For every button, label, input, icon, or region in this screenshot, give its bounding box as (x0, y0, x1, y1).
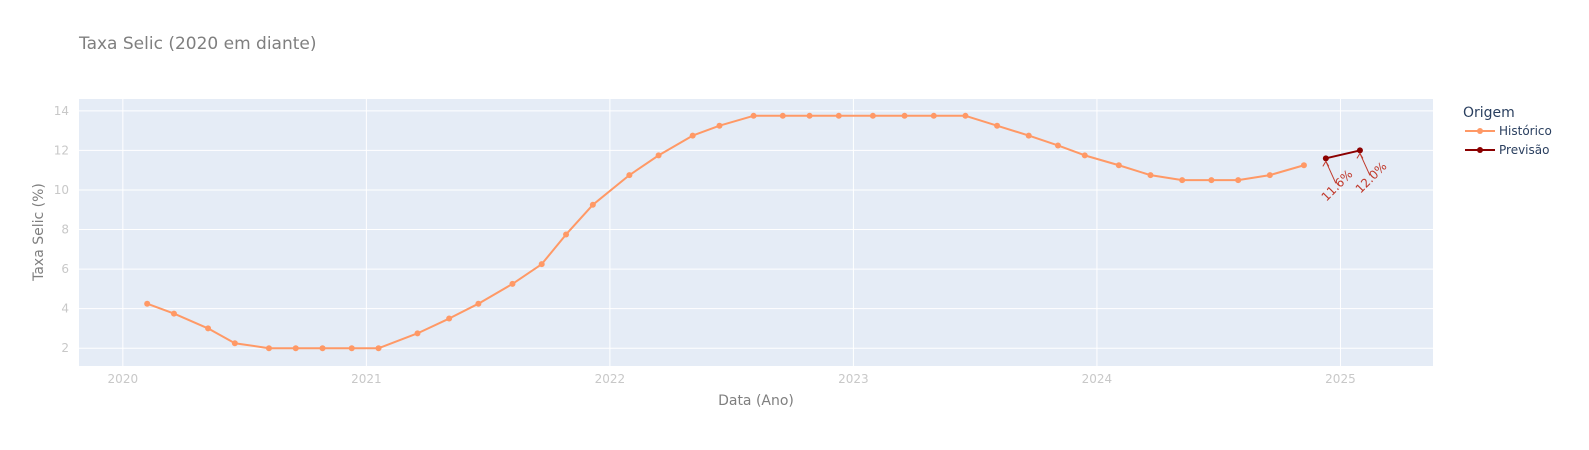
data-point[interactable] (375, 345, 382, 352)
data-point[interactable] (1025, 132, 1032, 139)
data-point[interactable] (1081, 152, 1088, 159)
data-point[interactable] (930, 112, 937, 119)
data-point[interactable] (1115, 162, 1122, 169)
chart-title: Taxa Selic (2020 em diante) (78, 34, 317, 54)
series-line-previsao (1325, 149, 1361, 160)
data-point[interactable] (509, 280, 516, 287)
series-layer (144, 112, 1363, 352)
data-point[interactable] (779, 112, 786, 119)
data-point[interactable] (1300, 162, 1307, 169)
data-point[interactable] (689, 132, 696, 139)
data-point[interactable] (1235, 177, 1242, 184)
y-axis-label: Taxa Selic (%) (31, 183, 47, 282)
y-tick-label: 10 (54, 183, 69, 197)
legend-title: Origem (1463, 105, 1515, 121)
y-tick-label: 4 (61, 302, 69, 316)
data-point[interactable] (994, 122, 1001, 129)
data-point[interactable] (835, 112, 842, 119)
data-point[interactable] (1208, 177, 1215, 184)
data-point[interactable] (144, 300, 151, 307)
legend-item-historico[interactable]: Histórico (1465, 124, 1552, 138)
data-point[interactable] (170, 310, 177, 317)
data-point[interactable] (869, 112, 876, 119)
data-point[interactable] (901, 112, 908, 119)
x-tick-label: 2022 (595, 372, 626, 386)
data-point[interactable] (319, 345, 326, 352)
data-point[interactable] (1356, 147, 1363, 154)
arrowhead-icon (1356, 152, 1364, 159)
data-point[interactable] (475, 300, 482, 307)
legend-marker-icon (1477, 147, 1483, 153)
y-tick-label: 2 (61, 341, 69, 355)
data-point[interactable] (1054, 142, 1061, 149)
x-tick-label: 2024 (1082, 372, 1113, 386)
data-point[interactable] (1322, 155, 1329, 162)
data-point[interactable] (231, 340, 238, 347)
y-tick-label: 14 (54, 104, 69, 118)
legend-item-previsao[interactable]: Previsão (1465, 143, 1549, 157)
legend-label-previsao: Previsão (1499, 143, 1549, 157)
y-tick-label: 12 (54, 143, 69, 157)
data-point[interactable] (292, 345, 299, 352)
data-point[interactable] (414, 330, 421, 337)
data-point[interactable] (716, 122, 723, 129)
data-point[interactable] (446, 315, 453, 322)
legend-label-historico: Histórico (1499, 124, 1552, 138)
x-tick-label: 2025 (1325, 372, 1356, 386)
data-point[interactable] (265, 345, 272, 352)
y-axis-ticks: 2 4 6 8 10 12 14 (54, 104, 69, 355)
x-tick-label: 2021 (351, 372, 382, 386)
data-point[interactable] (348, 345, 355, 352)
y-tick-label: 8 (61, 223, 69, 237)
data-point[interactable] (962, 112, 969, 119)
data-point[interactable] (655, 152, 662, 159)
x-axis-label: Data (Ano) (718, 393, 794, 409)
x-tick-label: 2020 (108, 372, 139, 386)
x-axis-ticks: 2020 2021 2022 2023 2024 2025 (108, 372, 1356, 386)
data-point[interactable] (1179, 177, 1186, 184)
data-point[interactable] (538, 261, 545, 268)
arrowhead-icon (1322, 160, 1330, 167)
legend-marker-icon (1477, 128, 1483, 134)
y-tick-label: 6 (61, 262, 69, 276)
data-point[interactable] (1266, 172, 1273, 179)
data-point[interactable] (626, 172, 633, 179)
data-point[interactable] (563, 231, 570, 238)
data-point[interactable] (750, 112, 757, 119)
grid-lines (79, 99, 1433, 366)
data-point[interactable] (1147, 172, 1154, 179)
data-point[interactable] (589, 201, 596, 208)
data-point[interactable] (806, 112, 813, 119)
plot-area (79, 99, 1433, 366)
data-point[interactable] (205, 325, 212, 332)
legend[interactable]: Origem Histórico Previsão (1463, 105, 1552, 157)
x-tick-label: 2023 (838, 372, 869, 386)
